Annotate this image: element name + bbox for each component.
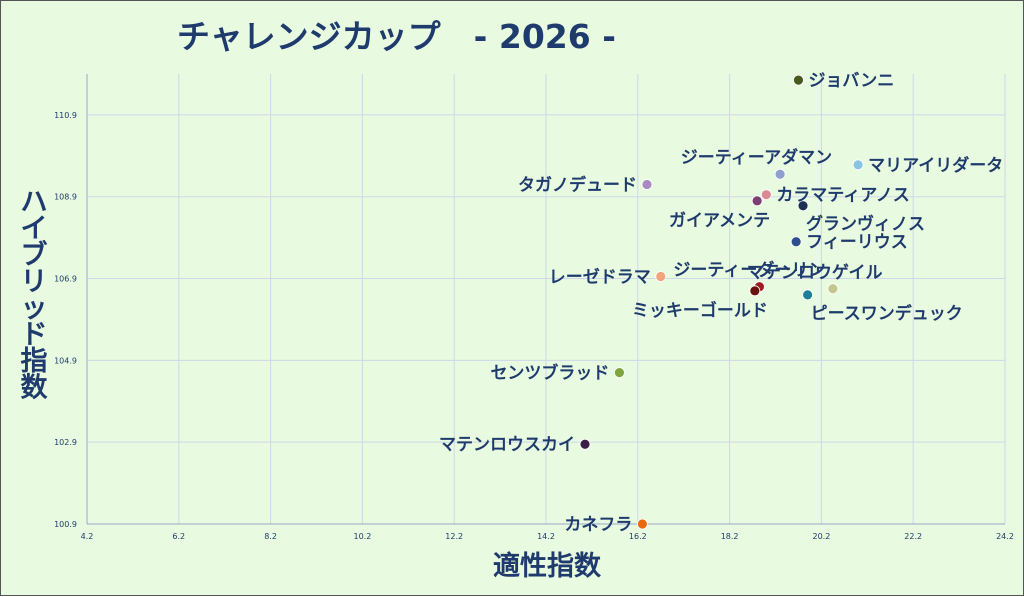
point-label: センツブラッド: [490, 363, 609, 384]
data-point: [579, 438, 591, 450]
x-tick-label: 6.2: [172, 532, 185, 541]
point-label: タガノデュード: [518, 174, 637, 195]
point-label: マテンロウゲイル: [747, 262, 883, 283]
point-label: ミッキーゴールド: [632, 300, 768, 321]
x-tick-label: 10.2: [353, 532, 371, 541]
data-point: [802, 289, 814, 301]
x-tick-label: 18.2: [721, 532, 739, 541]
data-point: [749, 285, 761, 297]
y-axis-title-glyph: ブ: [21, 239, 48, 271]
gridlines: [86, 74, 1006, 525]
point-label: グランヴィノス: [806, 214, 925, 235]
data-point: [793, 74, 804, 86]
chart-title: チャレンジカップ - 2026 -: [177, 17, 616, 56]
data-point: [797, 200, 809, 212]
point-label: マリアイリダータ: [868, 155, 1003, 176]
x-tick-label: 8.2: [264, 532, 277, 541]
y-tick-label: 102.9: [54, 438, 77, 447]
data-point: [790, 236, 802, 248]
x-tick-label: 22.2: [904, 532, 922, 541]
point-label: ピースワンデュック: [811, 303, 963, 324]
data-point: [852, 159, 864, 171]
y-tick-label: 106.9: [54, 275, 77, 284]
y-axis-title-glyph: ハ: [21, 187, 48, 218]
data-point: [614, 367, 625, 379]
x-tick-label: 14.2: [537, 532, 555, 541]
x-tick-label: 24.2: [996, 532, 1014, 541]
y-tick-label: 104.9: [54, 356, 77, 365]
x-tick-label: 16.2: [629, 532, 647, 541]
x-tick-label: 20.2: [812, 532, 830, 541]
data-point: [760, 189, 772, 201]
point-label: レーゼドラマ: [549, 267, 651, 288]
data-point: [636, 518, 648, 530]
y-axis-title-glyph: イ: [21, 214, 48, 245]
y-tick-label: 110.9: [54, 111, 77, 120]
point-label: ジーティーダーリン: [673, 260, 825, 281]
point-label: ジョバンニ: [808, 71, 894, 91]
y-tick-label: 108.9: [54, 193, 77, 202]
point-label: フィーリウス: [806, 233, 908, 253]
y-tick-label: 100.9: [54, 520, 77, 529]
point-label: マテンロウスカイ: [439, 435, 575, 455]
data-points: [579, 74, 864, 530]
y-axis-title-glyph: 指: [21, 346, 48, 377]
x-axis-title: 適性指数: [493, 550, 602, 582]
x-tick-label: 4.2: [81, 532, 94, 541]
data-point: [827, 283, 839, 295]
y-axis-title-glyph: 数: [21, 373, 49, 404]
data-point: [751, 195, 763, 207]
point-label: カネフラ: [564, 515, 632, 535]
data-point: [774, 168, 786, 180]
data-point: [641, 179, 653, 190]
tick-labels: 4.2 6.2 8.2 10.2 12.2 14.2 16.2 18.2 20.2 22.2 24.…: [54, 111, 1014, 541]
data-point: [655, 271, 667, 282]
point-label: ジーティーアダマン: [681, 147, 832, 168]
y-axis-title-glyph: ド: [21, 320, 48, 351]
x-tick-label: 12.2: [445, 532, 463, 541]
point-label: カラマティアノス: [776, 186, 909, 206]
point-label: ガイアメンテ: [669, 211, 770, 231]
y-axis-title-glyph: ッ: [21, 293, 48, 324]
y-axis-title-glyph: リ: [21, 267, 48, 298]
